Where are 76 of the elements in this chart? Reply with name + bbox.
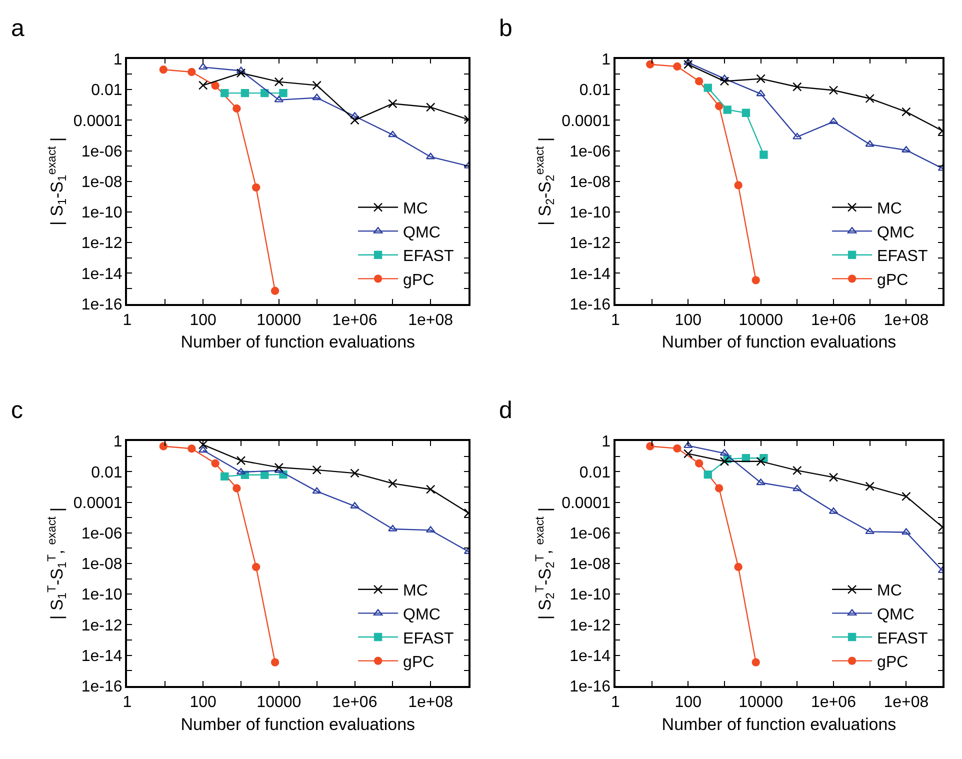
y-tick-label: 1e-12	[570, 617, 611, 634]
x-tick-label: 1e+06	[332, 312, 378, 329]
legend-label: gPC	[403, 654, 434, 672]
x-tick-label: 100	[190, 694, 217, 711]
y-tick-label: 0.0001	[562, 112, 611, 130]
y-tick-label: 1e-10	[570, 204, 611, 222]
x-tick-label: 10000	[256, 694, 302, 711]
legend-label: QMC	[877, 224, 914, 242]
y-tick-label: 1e-10	[570, 586, 611, 604]
chart-title: d	[499, 397, 512, 424]
x-tick-label: 1e+06	[332, 694, 378, 711]
x-tick-label: 10000	[738, 312, 784, 329]
y-tick-label: 1e-16	[570, 296, 611, 314]
y-tick-label: 1e-10	[81, 586, 122, 604]
legend-label: QMC	[877, 606, 914, 624]
legend-label: EFAST	[403, 630, 454, 648]
y-tick-label: 1	[113, 434, 122, 451]
x-tick-label: 1e+08	[884, 694, 929, 711]
legend-label: MC	[877, 200, 902, 218]
y-tick-label: 0.01	[579, 464, 611, 482]
y-tick-label: 1e-06	[570, 525, 611, 542]
legend-label: MC	[877, 582, 902, 600]
chart-title: b	[499, 15, 512, 42]
legend-label: MC	[403, 582, 428, 600]
x-tick-label: 10000	[256, 312, 302, 329]
legend-label: gPC	[877, 272, 908, 289]
x-tick-label: 1e+08	[884, 312, 929, 329]
y-tick-label: 1e-08	[570, 174, 611, 191]
y-tick-label: 1e-08	[81, 174, 122, 191]
legend-label: MC	[403, 200, 428, 218]
y-tick-label: 0.0001	[73, 112, 122, 130]
y-tick-label: 1	[602, 52, 611, 69]
y-tick-label: 0.0001	[73, 494, 122, 512]
y-tick-label: 1e-16	[81, 678, 122, 696]
chart-title: c	[11, 397, 23, 424]
x-axis-title: Number of function evaluations	[180, 714, 416, 734]
y-tick-label: 1e-12	[81, 617, 122, 634]
x-axis-title: Number of function evaluations	[662, 332, 896, 352]
legend-label: EFAST	[403, 248, 454, 266]
legend-label: gPC	[877, 654, 908, 672]
y-tick-label: 1e-12	[81, 235, 122, 252]
legend-label: QMC	[403, 606, 440, 624]
x-tick-label: 100	[674, 694, 702, 711]
y-tick-label: 1e-14	[570, 266, 611, 283]
y-tick-label: 1e-08	[570, 556, 611, 574]
legend-label: QMC	[403, 224, 440, 242]
x-tick-label: 10000	[738, 694, 784, 711]
y-tick-label: 1e-06	[81, 143, 122, 160]
x-tick-label: 1e+06	[811, 312, 856, 329]
chart-title: a	[11, 15, 25, 42]
y-tick-label: 1e-16	[81, 296, 122, 314]
y-tick-label: 0.0001	[562, 494, 611, 512]
y-tick-label: 1e-06	[81, 525, 122, 542]
y-tick-label: 0.01	[91, 464, 122, 482]
y-tick-label: 1	[113, 52, 122, 69]
x-axis-title: Number of function evaluations	[180, 332, 416, 352]
y-tick-label: 1e-10	[81, 204, 122, 222]
x-tick-label: 1e+06	[811, 694, 856, 711]
y-tick-label: 1e-16	[570, 678, 611, 696]
y-tick-label: 1	[602, 434, 611, 451]
x-tick-label: 100	[190, 312, 217, 329]
legend-label: EFAST	[877, 630, 928, 648]
x-tick-label: 1e+08	[408, 694, 454, 711]
legend-label: EFAST	[877, 248, 928, 266]
legend-label: gPC	[403, 272, 434, 289]
y-tick-label: 1e-06	[570, 143, 611, 160]
y-tick-label: 1e-08	[81, 556, 122, 574]
x-tick-label: 100	[674, 312, 702, 329]
x-tick-label: 1e+08	[408, 312, 454, 329]
y-tick-label: 1e-14	[81, 648, 122, 665]
x-axis-title: Number of function evaluations	[662, 714, 896, 734]
y-tick-label: 1e-14	[81, 266, 122, 283]
y-tick-label: 0.01	[91, 82, 122, 100]
y-tick-label: 0.01	[579, 82, 611, 100]
y-tick-label: 1e-12	[570, 235, 611, 252]
y-tick-label: 1e-14	[570, 648, 611, 665]
